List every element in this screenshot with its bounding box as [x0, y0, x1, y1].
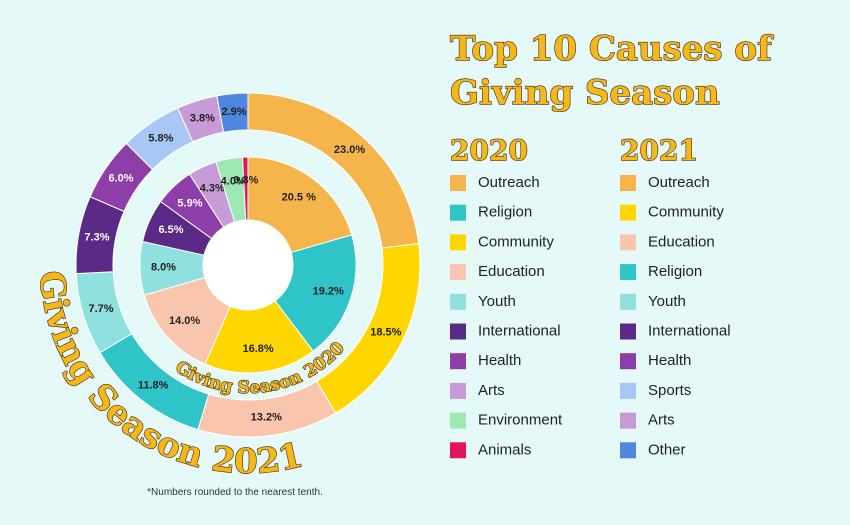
legend-swatch: [450, 353, 466, 370]
legend-swatch: [450, 175, 466, 191]
legend-label: Education: [478, 263, 545, 280]
data-label: 4.0%: [221, 176, 246, 188]
legend-swatch: [620, 204, 636, 221]
data-label: 19.2%: [313, 286, 344, 298]
data-label: 0.8%: [233, 174, 258, 186]
legend-swatch: [450, 264, 466, 281]
data-label: 11.8%: [138, 380, 169, 392]
data-label: 5.9%: [177, 197, 202, 209]
donut-slice: [216, 92, 249, 133]
legend-swatch: [620, 442, 636, 459]
data-label: 8.0%: [151, 262, 176, 274]
legend-label: Environment: [478, 412, 563, 429]
data-label: 14.0%: [169, 315, 200, 327]
data-label: 6.0%: [109, 173, 134, 185]
legend-label: Community: [478, 233, 554, 250]
legend-swatch: [450, 382, 466, 399]
legend-swatch: [450, 442, 466, 459]
legend-swatch: [620, 264, 636, 281]
legend-swatch: [450, 323, 466, 340]
legend-label: International: [478, 322, 561, 339]
legend-swatch: [450, 293, 466, 310]
donut-slice: [204, 300, 314, 374]
legend-label: International: [648, 322, 731, 339]
legend-label: Animals: [478, 441, 531, 458]
legend-swatch: [450, 234, 466, 251]
legend-swatch: [620, 382, 636, 399]
legend-label: Education: [648, 233, 715, 250]
legend-label: Youth: [478, 293, 516, 310]
legend-label: Outreach: [478, 174, 540, 191]
data-label: 23.0%: [334, 144, 365, 156]
data-label: 7.7%: [88, 303, 113, 315]
legend-label: Health: [478, 352, 521, 369]
footnote: *Numbers rounded to the nearest tenth.: [147, 487, 323, 498]
data-label: 2.9%: [221, 106, 246, 118]
donut-slice: [242, 156, 249, 221]
legend-title: 2021: [620, 134, 698, 167]
legend-label: Arts: [478, 382, 505, 399]
data-label: 7.3%: [84, 232, 109, 244]
legend-label: Outreach: [648, 174, 710, 191]
data-label: 18.5%: [370, 326, 401, 338]
data-label: 4.3%: [200, 182, 225, 194]
legend-swatch: [450, 412, 466, 429]
data-label: 3.8%: [190, 112, 215, 124]
legend-swatch: [620, 234, 636, 251]
legend-label: Religion: [478, 204, 532, 221]
legend-label: Other: [648, 441, 686, 458]
legend-swatch: [620, 353, 636, 370]
legend-swatch: [620, 323, 636, 340]
chart-title: Top 10 Causes of Giving Season: [450, 29, 774, 113]
legend-label: Youth: [648, 293, 686, 310]
legend-label: Religion: [648, 263, 702, 280]
data-label: 5.8%: [148, 132, 173, 144]
data-label: 16.8%: [242, 343, 273, 355]
donut-slice: [274, 234, 357, 352]
legend-label: Sports: [648, 382, 691, 399]
donut-hole: [203, 220, 293, 310]
legend-title: 2020: [450, 134, 528, 167]
legend-swatch: [620, 293, 636, 310]
data-label: 6.5%: [158, 224, 183, 236]
data-label: 20.5 %: [282, 191, 316, 203]
legend-label: Arts: [648, 412, 675, 429]
donut-slice: [247, 156, 353, 254]
legend-label: Health: [648, 352, 691, 369]
legend-swatch: [620, 175, 636, 191]
legend-swatch: [450, 204, 466, 221]
data-label: 13.2%: [251, 411, 282, 423]
legend-swatch: [620, 412, 636, 429]
legend-label: Community: [648, 204, 724, 221]
